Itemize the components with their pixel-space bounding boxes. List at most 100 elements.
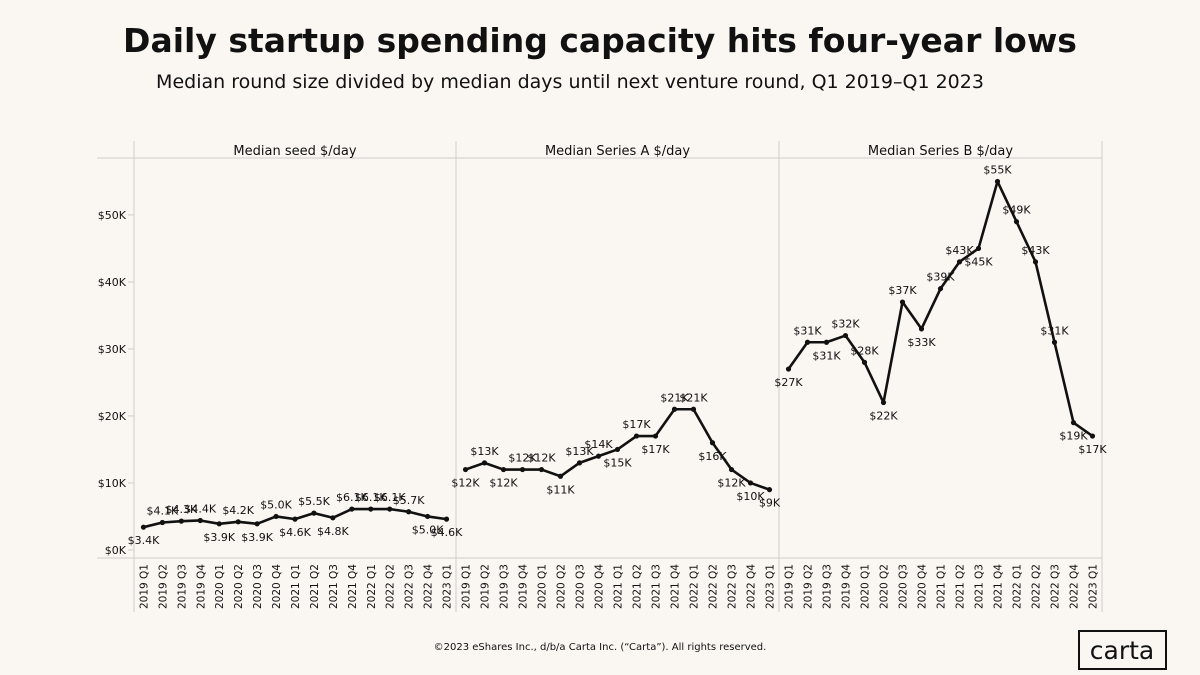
value-label: $5.0K <box>412 523 444 536</box>
x-tick-label: 2020 Q1 <box>860 564 872 609</box>
point <box>709 440 716 446</box>
logo-box <box>1078 630 1167 670</box>
value-label: $27K <box>774 376 803 389</box>
point <box>406 509 412 515</box>
value-label: $10K <box>736 490 765 503</box>
point <box>443 516 450 522</box>
value-label: $5.5K <box>298 495 330 508</box>
line <box>787 180 1094 438</box>
x-tick-label: 2022 Q4 <box>746 564 758 609</box>
point <box>633 433 640 439</box>
y-tick-label: $40K <box>98 276 127 289</box>
value-label: $37K <box>888 284 917 297</box>
x-tick-label: 2019 Q3 <box>176 564 188 609</box>
y-tick-label: $20K <box>98 410 127 423</box>
x-tick-label: 2022 Q2 <box>708 564 720 609</box>
x-tick-label: 2021 Q4 <box>993 564 1005 609</box>
point <box>178 518 184 524</box>
point <box>1089 433 1096 439</box>
x-tick-label: 2021 Q3 <box>651 564 663 609</box>
point <box>728 466 735 473</box>
point <box>311 510 317 516</box>
value-label: $15K <box>603 456 632 469</box>
point <box>595 453 602 459</box>
value-label: $11K <box>546 483 575 496</box>
value-label: $4.8K <box>317 525 349 538</box>
logo: carta <box>1090 636 1154 665</box>
x-tick-label: 2022 Q1 <box>689 564 701 609</box>
point <box>652 433 659 439</box>
point <box>349 506 355 512</box>
x-tick-label: 2019 Q4 <box>841 564 853 609</box>
value-label: $28K <box>850 344 879 357</box>
value-label: $45K <box>964 255 993 268</box>
x-tick-label: 2021 Q2 <box>309 564 321 609</box>
point <box>842 332 849 339</box>
value-label: $21K <box>679 391 708 404</box>
value-label: $6.1K <box>374 491 406 504</box>
point <box>975 245 982 252</box>
x-tick-label: 2023 Q1 <box>765 564 777 609</box>
x-tick-label: 2021 Q1 <box>936 564 948 609</box>
value-label: $6.1K <box>336 491 368 504</box>
x-tick-label: 2019 Q2 <box>480 564 492 609</box>
x-tick-label: 2021 Q1 <box>613 564 625 609</box>
value-label: $13K <box>565 445 594 458</box>
x-tick-label: 2021 Q3 <box>328 564 340 609</box>
point <box>216 521 222 527</box>
x-tick-label: 2019 Q4 <box>195 564 207 609</box>
x-tick-label: 2021 Q3 <box>974 564 986 609</box>
value-label: $13K <box>470 445 499 458</box>
point <box>538 466 545 473</box>
point <box>557 473 564 479</box>
point <box>462 466 469 473</box>
point <box>235 519 241 525</box>
point <box>1070 420 1077 426</box>
value-label: $33K <box>907 336 936 349</box>
point <box>1032 259 1039 265</box>
x-tick-label: 2021 Q2 <box>955 564 967 609</box>
value-label: $12K <box>527 452 556 465</box>
panel-title: Median Series B $/day <box>868 144 1013 159</box>
x-tick-label: 2022 Q2 <box>385 564 397 609</box>
value-label: $6.1K <box>355 491 387 504</box>
value-label: $5.7K <box>393 494 425 507</box>
value-label: $4.2K <box>222 504 254 517</box>
x-tick-label: 2020 Q2 <box>556 564 568 609</box>
point <box>387 506 393 512</box>
point <box>747 480 754 486</box>
point <box>292 516 298 522</box>
value-label: $43K <box>1021 244 1050 257</box>
point <box>937 286 944 292</box>
x-tick-label: 2019 Q1 <box>461 564 473 609</box>
point <box>368 506 374 512</box>
point <box>519 466 526 473</box>
y-tick-label: $10K <box>98 477 127 490</box>
point <box>197 517 203 524</box>
x-tick-label: 2020 Q3 <box>252 564 264 609</box>
point <box>918 326 925 332</box>
value-label: $12K <box>717 477 746 490</box>
point <box>254 521 260 527</box>
point <box>500 466 507 473</box>
value-label: $4.3K <box>165 503 197 516</box>
value-label: $31K <box>812 349 841 362</box>
value-label: $16K <box>698 450 727 463</box>
value-label: $19K <box>1059 430 1088 443</box>
x-tick-label: 2019 Q1 <box>138 564 150 609</box>
title: Daily startup spending capacity hits fou… <box>123 21 1077 60</box>
value-label: $3.9K <box>241 531 273 544</box>
x-tick-label: 2023 Q1 <box>1088 564 1100 609</box>
y-tick-label: $50K <box>98 209 127 222</box>
value-label: $12K <box>508 452 537 465</box>
subtitle: Median round size divided by median days… <box>156 71 984 93</box>
point <box>899 299 906 305</box>
x-tick-label: 2019 Q4 <box>518 564 530 609</box>
x-tick-label: 2022 Q2 <box>1031 564 1043 609</box>
value-label: $32K <box>831 318 860 331</box>
value-label: $43K <box>945 244 974 257</box>
value-label: $31K <box>1040 324 1069 337</box>
x-tick-label: 2020 Q3 <box>575 564 587 609</box>
value-label: $14K <box>584 438 613 451</box>
